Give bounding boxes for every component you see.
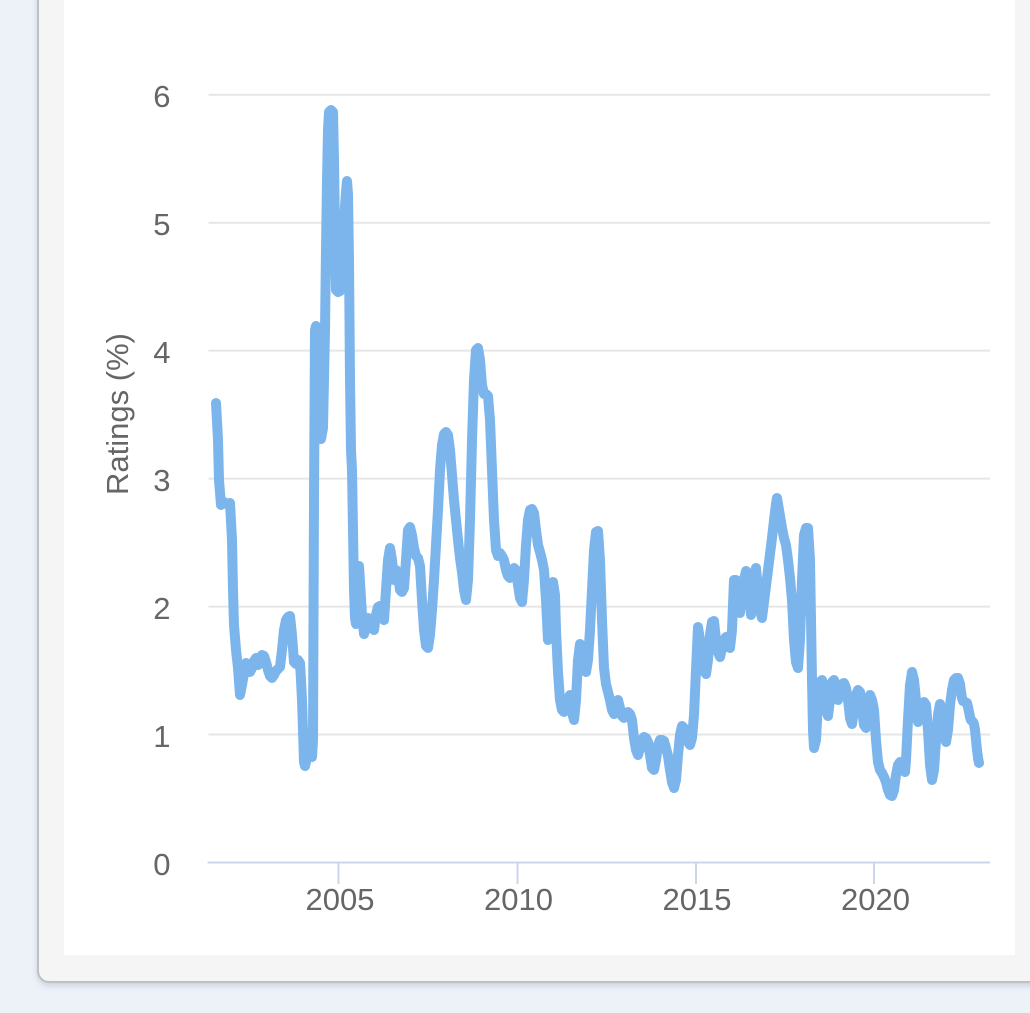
svg-text:Ratings (%): Ratings (%) bbox=[100, 333, 135, 495]
svg-text:2010: 2010 bbox=[484, 882, 553, 917]
svg-text:3: 3 bbox=[153, 463, 170, 498]
svg-text:2020: 2020 bbox=[841, 882, 910, 917]
svg-text:2: 2 bbox=[153, 591, 170, 626]
svg-text:4: 4 bbox=[153, 335, 170, 370]
svg-text:2015: 2015 bbox=[663, 882, 732, 917]
svg-text:2005: 2005 bbox=[306, 882, 375, 917]
svg-text:5: 5 bbox=[153, 207, 170, 242]
svg-text:0: 0 bbox=[153, 847, 170, 882]
svg-text:6: 6 bbox=[153, 79, 170, 114]
svg-text:1: 1 bbox=[153, 719, 170, 754]
